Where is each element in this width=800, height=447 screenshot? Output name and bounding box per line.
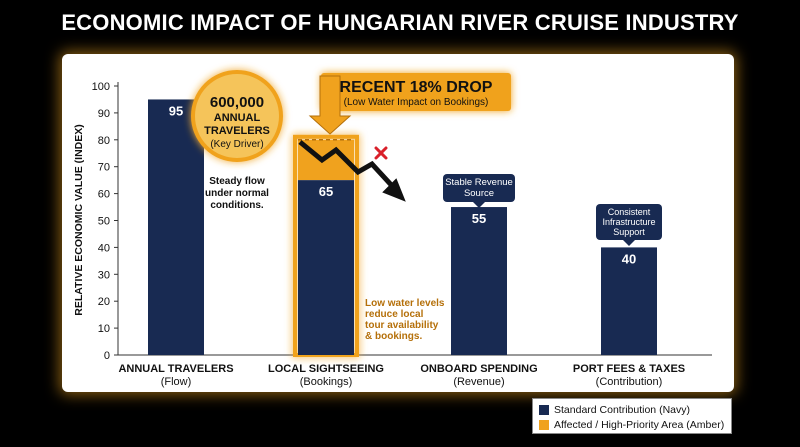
y-tick-label: 20	[98, 296, 110, 308]
y-tick-label: 90	[98, 108, 110, 120]
bar-value-label: 65	[319, 184, 333, 199]
port-tag-box	[596, 204, 662, 240]
trend-down-line	[298, 140, 396, 190]
key-driver-text: TRAVELERS	[204, 125, 270, 137]
legend-swatch-navy	[539, 404, 549, 415]
trend-arrow-head-icon	[382, 178, 406, 202]
drop-callout-title: RECENT 18% DROP	[340, 79, 493, 96]
bar	[148, 99, 204, 355]
steady-flow-note: under normal	[205, 188, 269, 199]
y-tick-label: 50	[98, 216, 110, 228]
low-water-note: & bookings.	[365, 331, 422, 342]
key-driver-circle	[191, 70, 283, 162]
close-x-icon	[374, 146, 388, 160]
x-category-label: ONBOARD SPENDING	[420, 363, 537, 375]
y-tick-label: 30	[98, 269, 110, 281]
low-water-note: Low water levels	[365, 298, 445, 309]
port-tag-text: Consistent	[608, 207, 651, 217]
y-tick-label: 80	[98, 135, 110, 147]
drop-callout: RECENT 18% DROP(Low Water Impact on Book…	[308, 73, 511, 135]
legend-swatch-amber	[539, 419, 549, 430]
port-tag-text: Support	[613, 227, 645, 237]
steady-flow-note: Steady flow	[209, 176, 265, 187]
drop-callout-box	[321, 73, 511, 111]
bar	[298, 180, 354, 355]
low-water-note: tour availability	[365, 320, 439, 331]
y-tick-label: 10	[98, 323, 110, 335]
legend-item-standard: Standard Contribution (Navy)	[539, 402, 725, 417]
y-tick-label: 60	[98, 189, 110, 201]
steady-flow-note: conditions.	[210, 200, 264, 211]
bar	[451, 207, 507, 355]
legend-label-affected: Affected / High-Priority Area (Amber)	[554, 418, 725, 431]
legend-label-standard: Standard Contribution (Navy)	[554, 403, 690, 416]
port-tag-pointer	[623, 240, 635, 246]
down-arrow-icon	[308, 75, 352, 135]
bar	[601, 247, 657, 355]
x-category-sublabel: (Revenue)	[453, 376, 504, 388]
onboard-tag-text: Stable Revenue	[445, 177, 513, 188]
legend-item-affected: Affected / High-Priority Area (Amber)	[539, 417, 725, 432]
chart-panel: RELATIVE ECONOMIC VALUE (INDEX) 0 10 20 30 40…	[62, 54, 734, 392]
bar-chart: RELATIVE ECONOMIC VALUE (INDEX) 0 10 20 30 40…	[73, 70, 712, 388]
port-tag-text: Infrastructure	[602, 217, 655, 227]
y-tick-label: 40	[98, 242, 110, 254]
x-category-sublabel: (Contribution)	[596, 376, 663, 388]
onboard-tag-text: Source	[464, 188, 494, 199]
onboard-tag-pointer	[473, 202, 485, 208]
x-category-label: LOCAL SIGHTSEEING	[268, 363, 384, 375]
y-tick-label: 70	[98, 162, 110, 174]
y-tick-label: 0	[104, 350, 110, 362]
chart-title: ECONOMIC IMPACT OF HUNGARIAN RIVER CRUIS…	[61, 10, 739, 35]
low-water-note: reduce local	[365, 309, 424, 320]
x-category-label: PORT FEES & TAXES	[573, 363, 685, 375]
key-driver-caption: (Key Driver)	[210, 139, 263, 150]
x-category-sublabel: (Bookings)	[300, 376, 353, 388]
onboard-tag-box	[443, 174, 515, 202]
y-axis-label: RELATIVE ECONOMIC VALUE (INDEX)	[73, 124, 85, 316]
drop-callout-subtitle: (Low Water Impact on Bookings)	[344, 97, 489, 108]
bar-value-label: 40	[622, 251, 636, 266]
bar-value-label: 95	[169, 103, 183, 118]
y-tick-label: 100	[92, 81, 110, 93]
key-driver-text: ANNUAL	[214, 112, 261, 124]
legend: Standard Contribution (Navy) Affected / …	[532, 398, 732, 434]
x-category-sublabel: (Flow)	[161, 376, 192, 388]
x-category-label: ANNUAL TRAVELERS	[118, 363, 233, 375]
key-driver-number: 600,000	[210, 94, 264, 111]
bar-value-label: 55	[472, 211, 486, 226]
